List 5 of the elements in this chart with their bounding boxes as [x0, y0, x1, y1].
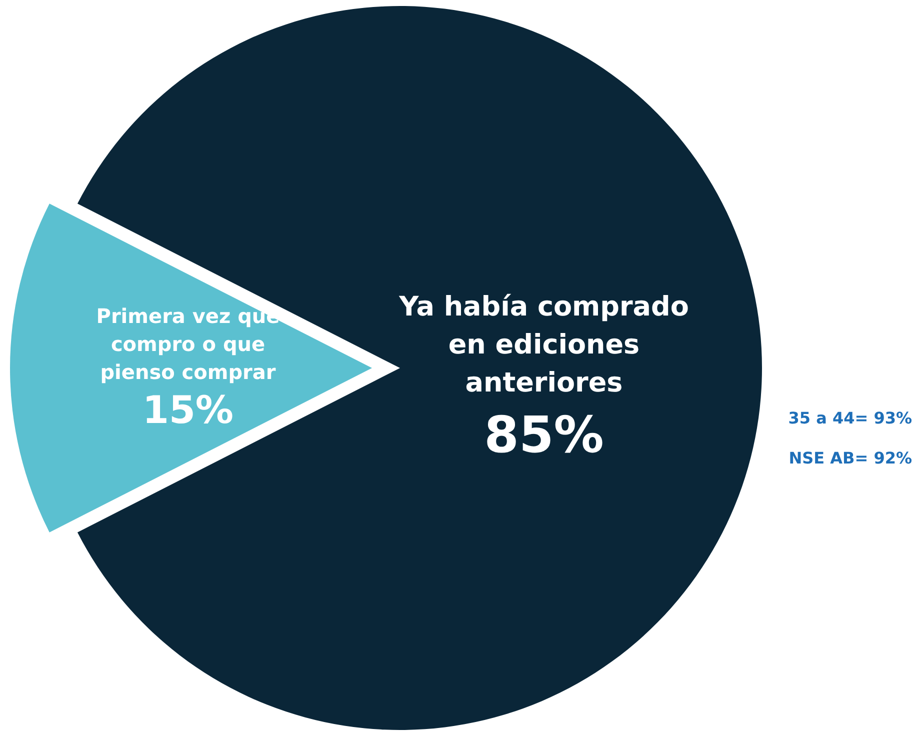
text: NSE AB= 92%	[788, 448, 912, 468]
data-label: 85%	[484, 406, 604, 464]
text: 35 a 44= 93%	[788, 408, 912, 428]
slice-label: Ya había comprado en ediciones anteriores	[398, 292, 689, 398]
data-label: 15%	[142, 388, 234, 432]
